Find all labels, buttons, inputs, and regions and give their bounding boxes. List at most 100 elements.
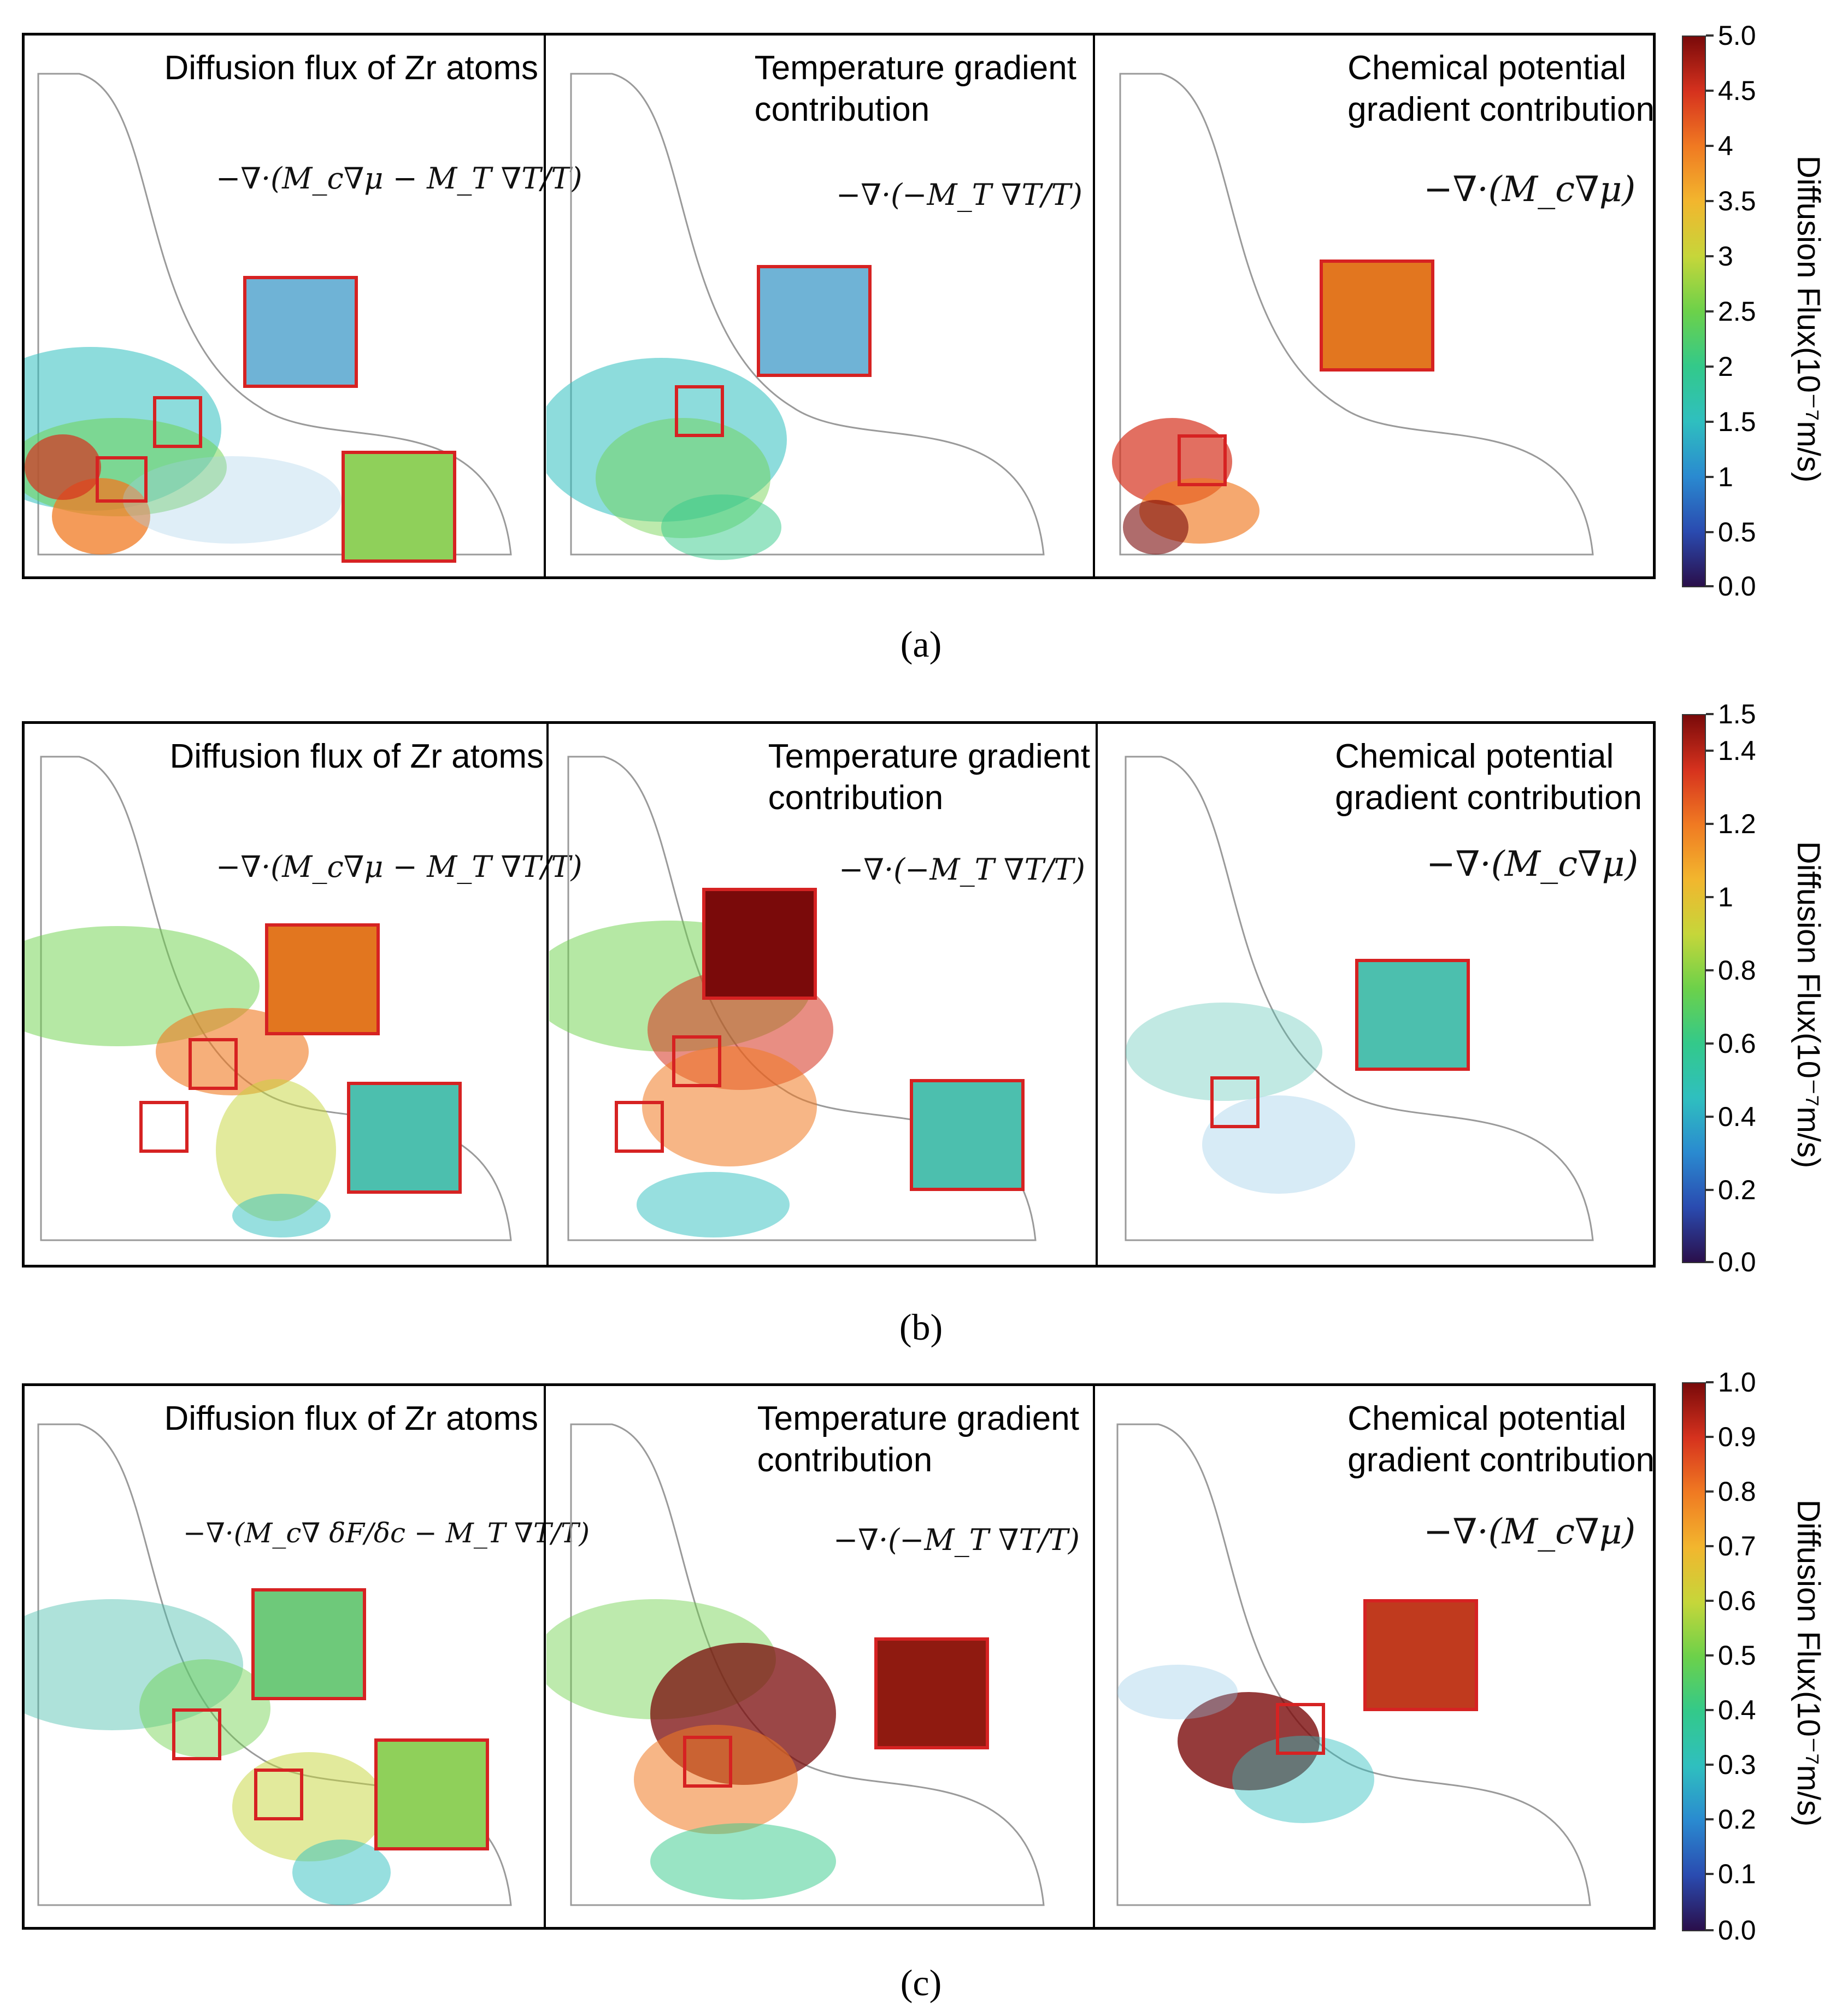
colorbar-tick — [1706, 1545, 1714, 1547]
colorbar-tick — [1706, 1116, 1714, 1118]
title-line-2: contribution — [768, 779, 944, 817]
colorbar-tick — [1706, 1764, 1714, 1766]
panel-title: Temperature gradient contribution — [755, 48, 1076, 131]
panel-temp-a: Temperature gradient contribution −∇·(−M… — [546, 36, 1093, 576]
tick-label: 0.6 — [1718, 1028, 1756, 1059]
colorbar-tick — [1706, 1600, 1714, 1602]
zoom-box-small — [139, 1101, 189, 1153]
zoom-box-large — [910, 1079, 1025, 1191]
equation: −∇·(−M_T ∇T/T) — [833, 1523, 1080, 1557]
panel-frame-b: Diffusion flux of Zr atoms −∇·(M_c∇μ − M… — [22, 721, 1656, 1268]
panel-chem-c: Chemical potential gradient contribution… — [1096, 1386, 1656, 1927]
panel-divider — [546, 724, 549, 1265]
panel-divider — [1093, 36, 1095, 576]
colorbar-title: Diffusion Flux(10⁻⁷m/s) — [1791, 155, 1826, 483]
tick-label: 0.5 — [1718, 517, 1756, 547]
colorbar-tick — [1706, 1436, 1714, 1438]
zoom-box-small — [172, 1708, 221, 1760]
panel-title: Chemical potential gradient contribution — [1347, 1398, 1655, 1481]
zoom-box-small — [1178, 434, 1227, 486]
panel-flux-b: Diffusion flux of Zr atoms −∇·(M_c∇μ − M… — [25, 724, 582, 1265]
zoom-box-large — [757, 265, 872, 377]
zoom-box-large — [374, 1738, 489, 1850]
panel-flux-c: Diffusion flux of Zr atoms −∇·(M_c∇ δF/δ… — [25, 1386, 590, 1927]
colorbar-tick — [1706, 1381, 1714, 1383]
colorbar-tick — [1706, 713, 1714, 715]
colorbar-tick — [1706, 476, 1714, 478]
tick-label: 0.7 — [1718, 1531, 1756, 1561]
colorbar-tick — [1706, 531, 1714, 533]
panel-chem-a: Chemical potential gradient contribution… — [1096, 36, 1656, 576]
panel-divider — [1096, 724, 1098, 1265]
zoom-box-small — [254, 1769, 303, 1820]
figure-row-c: Diffusion flux of Zr atoms −∇·(M_c∇ δF/δ… — [0, 1349, 1842, 2016]
title-line-1: Temperature gradient — [754, 49, 1076, 87]
equation: −∇·(M_c∇μ) — [1423, 1512, 1636, 1552]
colorbar-tick — [1706, 421, 1714, 423]
zoom-box-small — [1210, 1076, 1260, 1128]
tick-label: 2 — [1718, 351, 1733, 382]
subfigure-label: (a) — [900, 623, 942, 665]
colorbar-tick — [1706, 366, 1714, 368]
title-line-2: gradient contribution — [1335, 779, 1642, 817]
colorbar-tick — [1706, 1189, 1714, 1191]
zoom-box-large — [243, 276, 358, 388]
colorbar-title: Diffusion Flux(10⁻⁷m/s) — [1791, 1499, 1826, 1827]
tick-label: 1.5 — [1718, 699, 1756, 729]
panel-title: Temperature gradient contribution — [768, 736, 1090, 819]
colorbar-tick — [1706, 90, 1714, 92]
tick-label: 1.4 — [1718, 735, 1756, 766]
colorbar-tick — [1706, 310, 1714, 313]
tick-label: 1 — [1718, 462, 1733, 492]
zoom-box-large — [265, 923, 380, 1035]
colorbar-a: 5.0 4.5 4 3.5 3 2.5 2 1.5 1 0.5 0.0 — [1672, 0, 1836, 600]
tick-label: 0.0 — [1718, 1915, 1756, 1946]
tick-label: 0.1 — [1718, 1859, 1756, 1889]
tick-label: 3.5 — [1718, 186, 1756, 216]
panel-frame-c: Diffusion flux of Zr atoms −∇·(M_c∇ δF/δ… — [22, 1383, 1656, 1930]
tick-label: 0.2 — [1718, 1175, 1756, 1205]
title-line-2: gradient contribution — [1347, 1441, 1655, 1479]
zoom-box-small — [675, 385, 724, 437]
zoom-box-large — [1320, 260, 1434, 372]
tick-label: 1 — [1718, 882, 1733, 912]
zoom-box-large — [1363, 1599, 1478, 1711]
colorbar-tick — [1706, 1873, 1714, 1875]
zoom-box-small — [1276, 1703, 1325, 1755]
colorbar-tick — [1706, 1929, 1714, 1931]
zoom-box-small — [672, 1035, 721, 1087]
figure-row-b: Diffusion flux of Zr atoms −∇·(M_c∇μ − M… — [0, 680, 1842, 1348]
title-line-1: Chemical potential — [1347, 1400, 1627, 1437]
equation: −∇·(−M_T ∇T/T) — [836, 178, 1082, 212]
tick-label: 4.5 — [1718, 75, 1756, 106]
title-line-1: Chemical potential — [1347, 49, 1627, 87]
zoom-box-large — [342, 451, 456, 563]
colorbar-gradient — [1682, 1382, 1706, 1931]
title-line-1: Chemical potential — [1335, 738, 1614, 775]
colorbar-c: 1.0 0.9 0.8 0.7 0.6 0.5 0.4 0.3 0.2 0.1 … — [1672, 1349, 1836, 1944]
colorbar-tick — [1706, 1654, 1714, 1657]
panel-title: Diffusion flux of Zr atoms — [169, 738, 544, 775]
colorbar-tick — [1706, 750, 1714, 752]
tick-label: 0.8 — [1718, 1476, 1756, 1507]
zoom-box-large — [347, 1082, 462, 1194]
flux-field-b1 — [25, 756, 512, 1241]
equation: −∇·(M_c∇μ) — [1426, 844, 1639, 885]
zoom-box-small — [615, 1101, 664, 1153]
panel-title: Chemical potential gradient contribution — [1347, 48, 1655, 131]
panel-title: Temperature gradient contribution — [757, 1398, 1079, 1481]
tick-label: 1.2 — [1718, 809, 1756, 839]
colorbar-tick — [1706, 1490, 1714, 1493]
colorbar-tick — [1706, 896, 1714, 898]
tick-label: 0.9 — [1718, 1422, 1756, 1452]
colorbar-tick — [1706, 1261, 1714, 1263]
tick-label: 0.2 — [1718, 1804, 1756, 1835]
colorbar-tick — [1706, 969, 1714, 971]
colorbar-tick — [1706, 585, 1714, 587]
title-line-2: gradient contribution — [1347, 91, 1655, 128]
tick-label: 0.5 — [1718, 1640, 1756, 1671]
colorbar-tick — [1706, 823, 1714, 825]
zoom-box-small — [96, 456, 148, 503]
colorbar-tick — [1706, 1042, 1714, 1045]
colorbar-gradient — [1682, 36, 1706, 587]
